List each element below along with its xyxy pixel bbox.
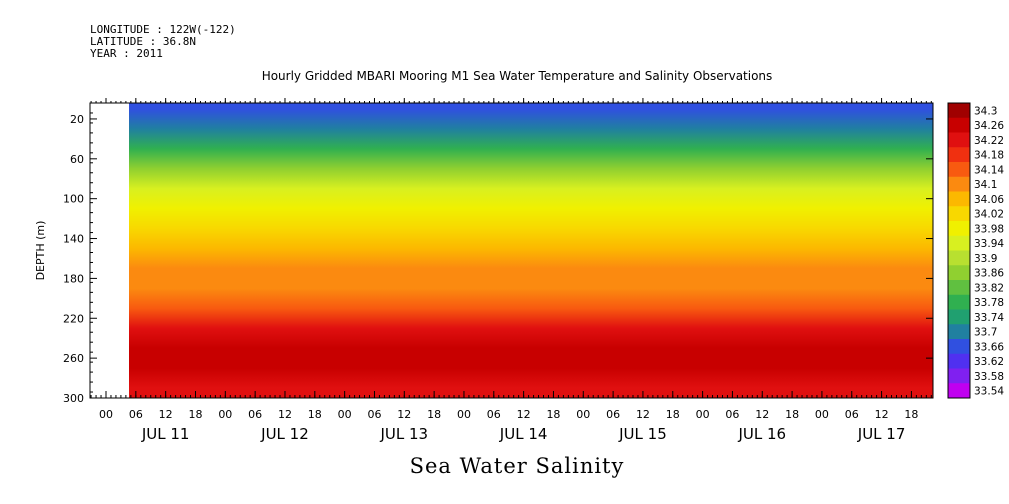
colorbar-swatch	[948, 206, 970, 222]
colorbar-label: 34.3	[974, 105, 997, 117]
x-hour-label: 06	[129, 408, 143, 421]
chart-title: Hourly Gridded MBARI Mooring M1 Sea Wate…	[261, 69, 773, 83]
colorbar-swatch	[948, 280, 970, 296]
x-hour-label: 00	[576, 408, 590, 421]
latitude-label: LATITUDE : 36.8N	[90, 35, 196, 48]
colorbar-swatch	[948, 353, 970, 369]
colorbar-swatch	[948, 176, 970, 192]
longitude-label: LONGITUDE : 122W(-122)	[90, 23, 236, 36]
x-hour-label: 12	[159, 408, 173, 421]
x-hour-label: 18	[785, 408, 799, 421]
x-day-label: JUL 17	[857, 425, 906, 443]
x-hour-label: 18	[427, 408, 441, 421]
colorbar-swatch	[948, 132, 970, 148]
header-metadata: LONGITUDE : 122W(-122) LATITUDE : 36.8N …	[90, 24, 236, 60]
colorbar-swatch	[948, 147, 970, 163]
x-day-label: JUL 11	[141, 425, 190, 443]
colorbar-swatch	[948, 324, 970, 340]
salinity-field	[129, 103, 933, 398]
x-hour-label: 18	[188, 408, 202, 421]
x-hour-label: 06	[845, 408, 859, 421]
year-label: YEAR : 2011	[90, 47, 163, 60]
colorbar-swatch	[948, 265, 970, 281]
colorbar-label: 33.7	[974, 327, 997, 339]
x-day-label: JUL 12	[260, 425, 309, 443]
x-hour-label: 00	[99, 408, 113, 421]
colorbar-swatch	[948, 383, 970, 399]
colorbar-swatch	[948, 162, 970, 178]
x-hour-label: 12	[278, 408, 292, 421]
x-hour-label: 18	[546, 408, 560, 421]
x-hour-label: 18	[308, 408, 322, 421]
colorbar-label: 33.86	[974, 268, 1004, 280]
colorbar-label: 34.26	[974, 120, 1004, 132]
x-day-label: JUL 14	[499, 425, 548, 443]
x-hour-label: 06	[725, 408, 739, 421]
colorbar-label: 34.02	[974, 209, 1004, 221]
y-tick-label: 20	[70, 113, 84, 126]
x-hour-label: 12	[875, 408, 889, 421]
colorbar-swatch	[948, 103, 970, 119]
x-hour-label: 12	[517, 408, 531, 421]
colorbar-label: 33.9	[974, 253, 997, 265]
x-hour-label: 00	[696, 408, 710, 421]
colorbar-label: 33.94	[974, 238, 1004, 250]
x-hour-label: 12	[397, 408, 411, 421]
x-day-label: JUL 16	[737, 425, 786, 443]
y-tick-label: 300	[63, 392, 84, 405]
colorbar-swatch	[948, 235, 970, 251]
x-hour-label: 06	[367, 408, 381, 421]
x-hour-label: 06	[248, 408, 262, 421]
y-tick-label: 220	[63, 312, 84, 325]
colorbar-label: 34.1	[974, 179, 997, 191]
x-hour-label: 06	[487, 408, 501, 421]
y-tick-label: 180	[63, 272, 84, 285]
x-hour-label: 12	[636, 408, 650, 421]
colorbar-swatch	[948, 191, 970, 207]
colorbar-label: 34.22	[974, 135, 1004, 147]
x-day-label: JUL 13	[379, 425, 428, 443]
x-day-label: JUL 15	[618, 425, 667, 443]
x-hour-label: 00	[218, 408, 232, 421]
colorbar-label: 33.78	[974, 297, 1004, 309]
colorbar-label: 34.18	[974, 150, 1004, 162]
colorbar-label: 33.82	[974, 282, 1004, 294]
x-hour-label: 18	[666, 408, 680, 421]
x-hour-label: 00	[338, 408, 352, 421]
colorbar-label: 33.66	[974, 341, 1004, 353]
y-tick-label: 140	[63, 233, 84, 246]
colorbar-swatch	[948, 117, 970, 133]
x-hour-label: 06	[606, 408, 620, 421]
x-hour-label: 18	[904, 408, 918, 421]
colorbar-label: 33.62	[974, 356, 1004, 368]
y-tick-label: 260	[63, 352, 84, 365]
x-hour-label: 12	[755, 408, 769, 421]
colorbar-swatch	[948, 309, 970, 325]
colorbar-label: 33.98	[974, 223, 1004, 235]
colorbar-swatch	[948, 368, 970, 384]
x-hour-label: 00	[815, 408, 829, 421]
colorbar-swatch	[948, 221, 970, 237]
colorbar-swatch	[948, 294, 970, 310]
variable-title: Sea Water Salinity	[409, 454, 625, 478]
y-tick-label: 100	[63, 193, 84, 206]
y-axis-label: DEPTH (m)	[34, 221, 47, 281]
colorbar-swatch	[948, 339, 970, 355]
y-tick-label: 60	[70, 153, 84, 166]
x-hour-label: 00	[457, 408, 471, 421]
colorbar-frame	[947, 102, 971, 399]
colorbar-swatch	[948, 250, 970, 266]
colorbar-label: 34.06	[974, 194, 1004, 206]
colorbar-label: 34.14	[974, 164, 1004, 176]
colorbar-label: 33.74	[974, 312, 1004, 324]
colorbar-label: 33.54	[974, 386, 1004, 398]
colorbar-label: 33.58	[974, 371, 1004, 383]
plot-frame	[89, 102, 934, 399]
